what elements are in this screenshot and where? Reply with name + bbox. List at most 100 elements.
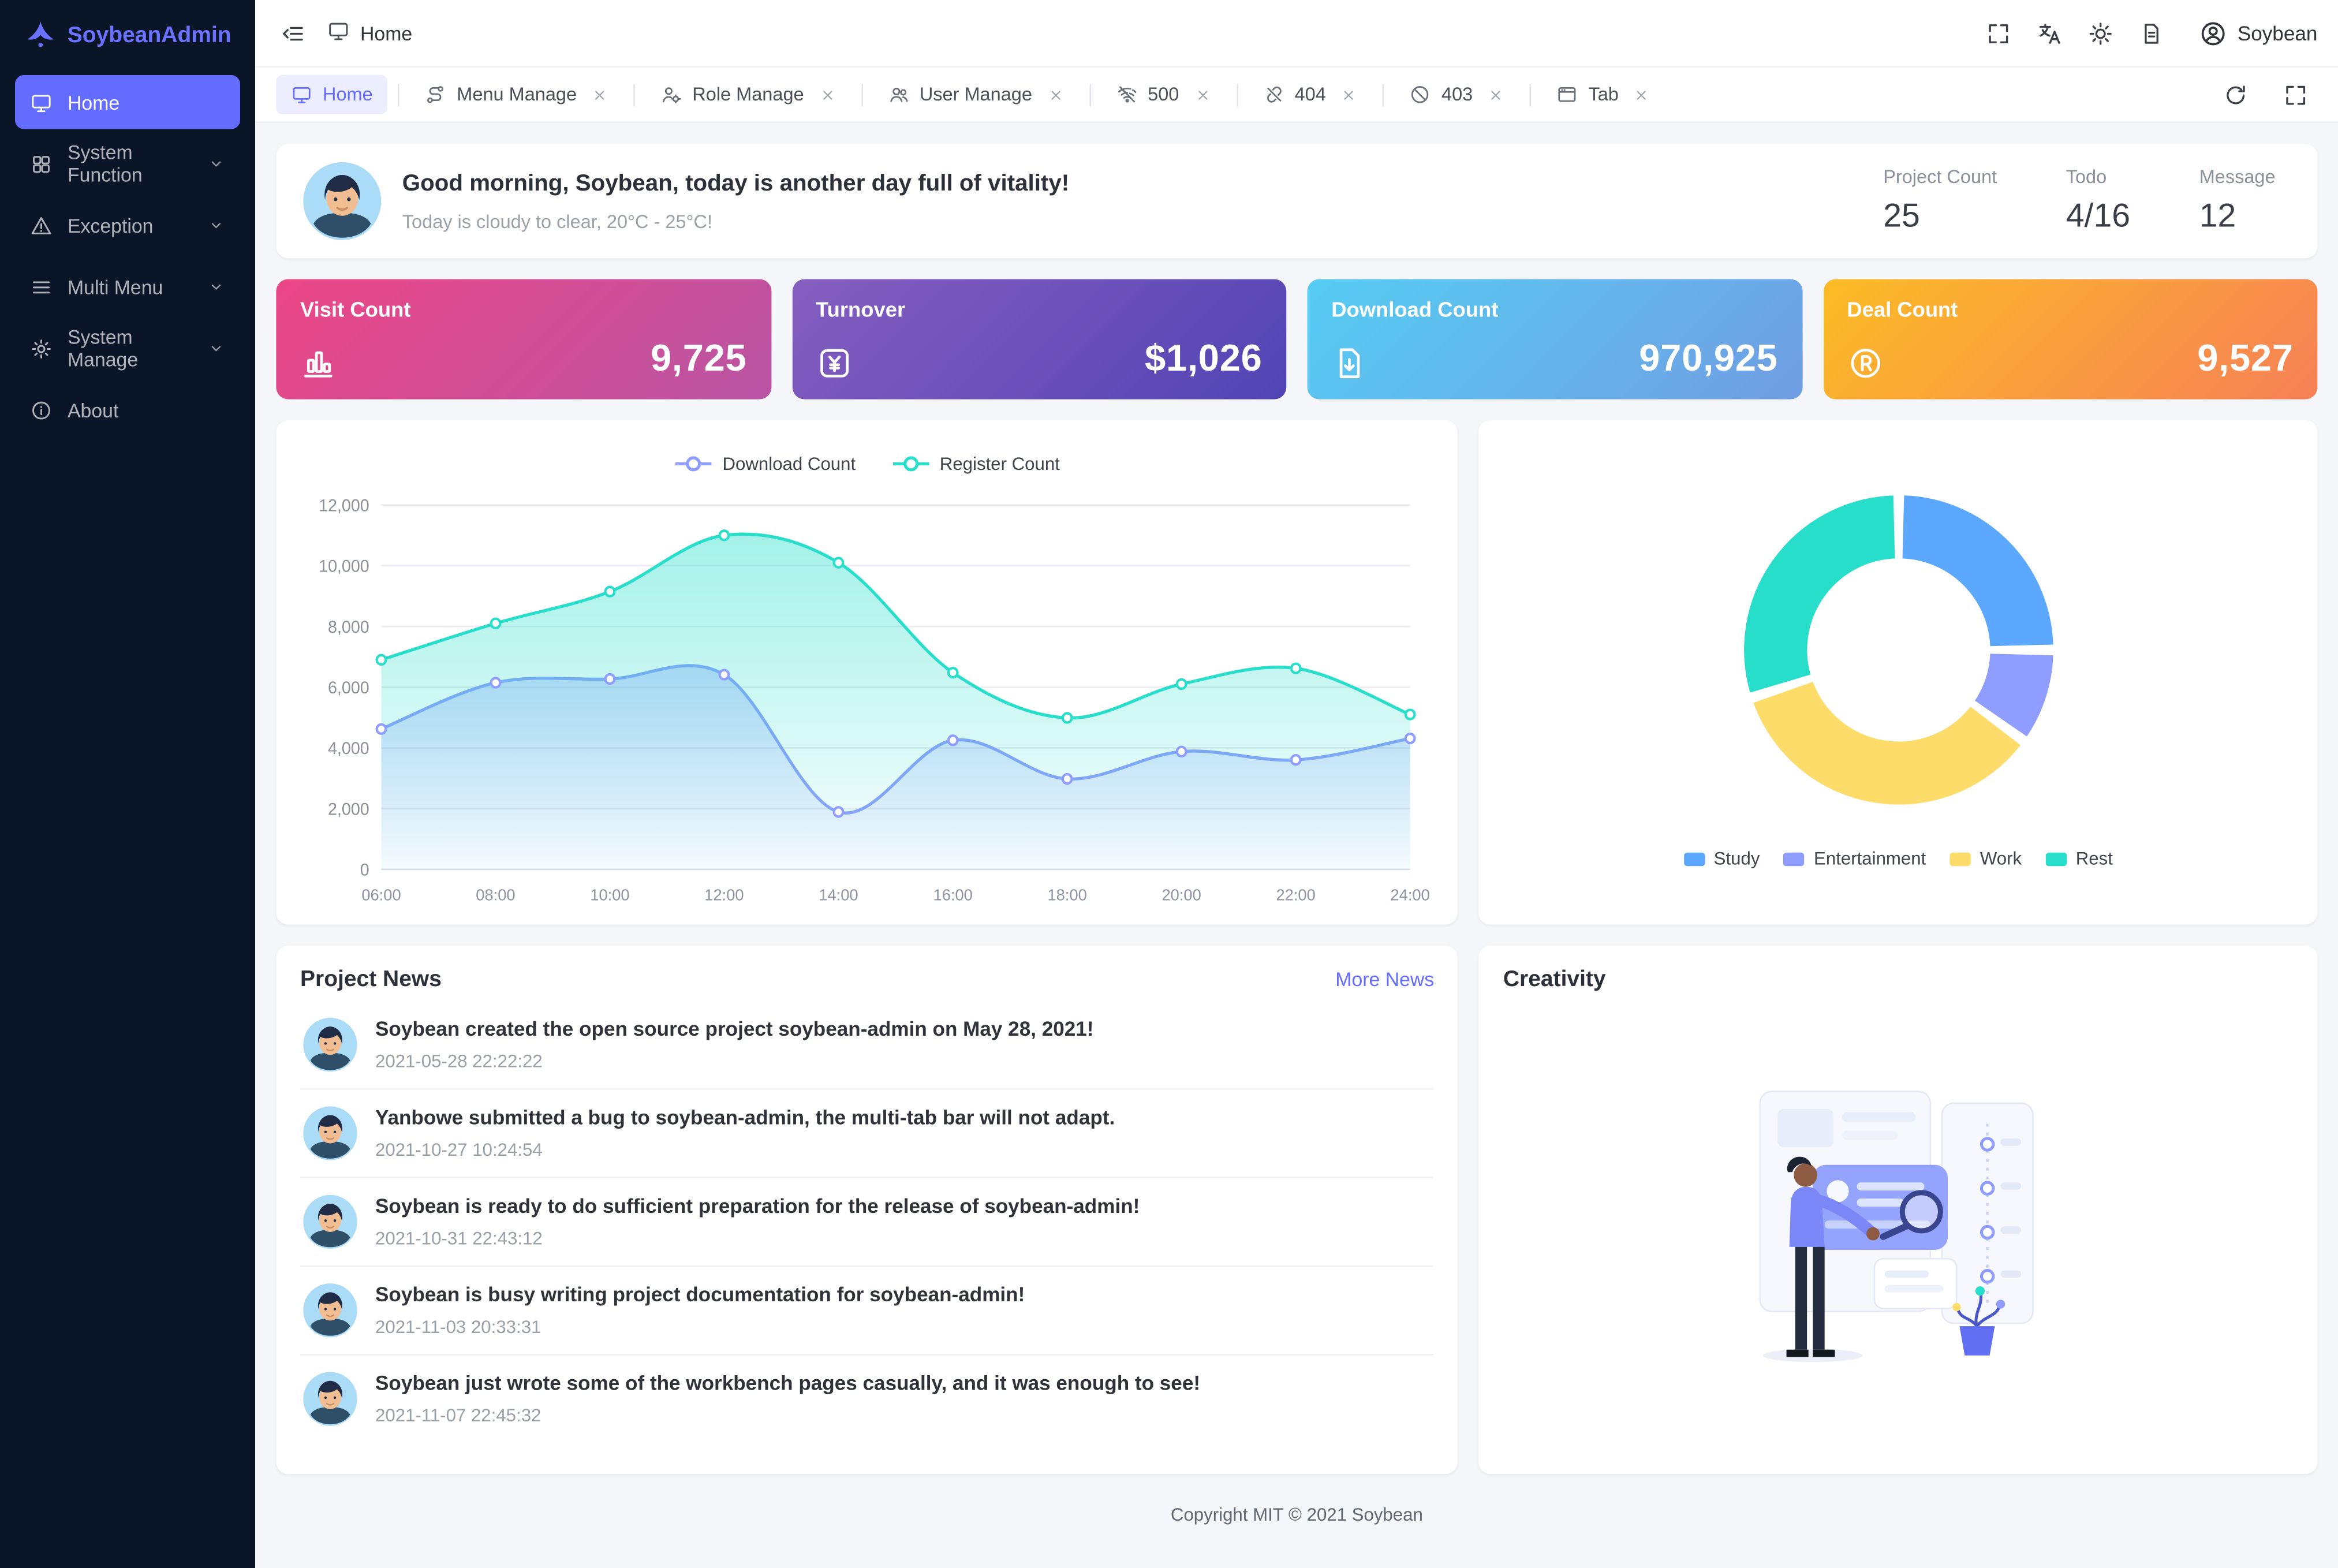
bottom-row: Project News More News Soybean created t… xyxy=(276,946,2318,1474)
refresh-icon xyxy=(2225,85,2244,104)
fullscreen-button[interactable] xyxy=(1973,8,2024,58)
svg-text:12:00: 12:00 xyxy=(704,886,744,904)
route-icon xyxy=(427,86,444,103)
logo[interactable]: SoybeanAdmin xyxy=(0,0,255,69)
sidebar-item-system-function[interactable]: System Function xyxy=(15,137,240,191)
close-icon[interactable] xyxy=(1488,87,1504,103)
sidebar-item-system-manage[interactable]: System Manage xyxy=(15,321,240,375)
tab-403[interactable]: 403 xyxy=(1395,75,1519,114)
sidebar-item-about[interactable]: About xyxy=(15,383,240,437)
stat-card-turnover: Turnover $1,026 xyxy=(791,279,1287,400)
tab-menu-manage[interactable]: Menu Manage xyxy=(410,75,623,114)
legend-swatch xyxy=(1683,852,1705,865)
header: Home Soybean xyxy=(255,0,2338,66)
legend-download-count[interactable]: Download Count xyxy=(674,453,856,475)
reload-button[interactable] xyxy=(2209,69,2260,120)
stat-card-visit-count: Visit Count 9,725 xyxy=(276,279,771,400)
tab-divider xyxy=(1236,83,1238,106)
user-circle-icon xyxy=(2201,21,2224,45)
copyright-text: Copyright MIT © 2021 Soybean xyxy=(1170,1504,1423,1525)
sidebar-item-home[interactable]: Home xyxy=(15,75,240,129)
pie-chart-legend: Study Entertainment Work Rest xyxy=(1683,848,2113,869)
close-icon[interactable] xyxy=(819,87,836,103)
legend-rest[interactable]: Rest xyxy=(2045,848,2113,869)
sidebar-item-multi-menu[interactable]: Multi Menu xyxy=(15,260,240,314)
close-icon[interactable] xyxy=(1194,87,1211,103)
stat-card-value: $1,026 xyxy=(1145,338,1263,380)
user-menu[interactable]: Soybean xyxy=(2198,19,2317,47)
pie-chart xyxy=(1741,492,2056,808)
news-item-time: 2021-11-07 22:45:32 xyxy=(375,1405,541,1426)
tab-label: Home xyxy=(323,84,373,105)
news-item-text: Soybean created the open source project … xyxy=(375,1017,1094,1040)
pie-slice-study xyxy=(1899,492,2056,649)
creativity-card-head: Creativity xyxy=(1503,964,2294,1001)
chevron-down-icon xyxy=(211,284,221,290)
close-icon[interactable] xyxy=(1047,87,1064,103)
tab-home[interactable]: Home xyxy=(276,75,388,114)
close-icon[interactable] xyxy=(1341,87,1358,103)
pie-slice-entertainment xyxy=(1970,651,2056,741)
breadcrumb[interactable]: Home xyxy=(327,20,412,47)
creativity-body xyxy=(1503,1001,2294,1456)
stat-card-value: 9,725 xyxy=(650,338,747,380)
svg-text:8,000: 8,000 xyxy=(328,618,369,637)
legend-entertainment[interactable]: Entertainment xyxy=(1784,848,1926,869)
chevron-down-icon xyxy=(211,346,221,352)
close-icon[interactable] xyxy=(592,87,608,103)
stat-card-value: 9,527 xyxy=(2197,338,2294,380)
legend-work[interactable]: Work xyxy=(1949,848,2022,869)
sidebar-item-label: System Function xyxy=(67,141,143,186)
sidebar-item-label: Multi Menu xyxy=(67,275,163,298)
header-actions xyxy=(1973,8,2178,58)
user-avatar xyxy=(303,162,381,240)
news-card-head: Project News More News xyxy=(300,964,1434,1001)
legend-register-count[interactable]: Register Count xyxy=(892,453,1060,475)
language-button[interactable] xyxy=(2025,8,2075,58)
collapse-sidebar-button[interactable] xyxy=(267,8,318,58)
svg-text:06:00: 06:00 xyxy=(361,886,401,904)
tab-bar: Home Menu Manage Role Manage User Manage… xyxy=(255,66,2338,124)
tab-404[interactable]: 404 xyxy=(1248,75,1372,114)
legend-marker-icon xyxy=(893,456,929,472)
svg-text:10:00: 10:00 xyxy=(590,886,629,904)
line-chart-legend: Download Count Register Count xyxy=(300,445,1434,484)
more-news-link[interactable]: More News xyxy=(1335,968,1435,991)
legend-study[interactable]: Study xyxy=(1683,848,1760,869)
fullscreen-content-button[interactable] xyxy=(2269,69,2320,120)
svg-text:6,000: 6,000 xyxy=(328,679,369,697)
tab-500[interactable]: 500 xyxy=(1101,75,1226,114)
chevron-down-icon xyxy=(211,223,221,229)
news-item-text: Soybean just wrote some of the workbench… xyxy=(375,1372,1201,1395)
monitor-icon xyxy=(329,23,348,40)
close-icon[interactable] xyxy=(1634,87,1650,103)
wifi-off-icon xyxy=(1117,86,1136,103)
svg-text:16:00: 16:00 xyxy=(933,886,973,904)
tab-role-manage[interactable]: Role Manage xyxy=(646,75,851,114)
news-item: Soybean created the open source project … xyxy=(300,1001,1435,1090)
tab-user-manage[interactable]: User Manage xyxy=(873,75,1078,114)
legend-swatch xyxy=(1784,852,1805,865)
breadcrumb-label: Home xyxy=(360,21,413,44)
tab-actions xyxy=(2209,69,2320,120)
svg-text:08:00: 08:00 xyxy=(476,886,515,904)
greeting-subtitle: Today is cloudy to clear, 20°C - 25°C! xyxy=(402,211,713,232)
svg-text:20:00: 20:00 xyxy=(1161,886,1201,904)
theme-config-button[interactable] xyxy=(2126,8,2177,58)
charts-row: Download Count Register Count 0 2,000 4,00… xyxy=(276,420,2318,925)
news-item: Soybean just wrote some of the workbench… xyxy=(300,1356,1434,1443)
news-item-time: 2021-11-03 20:33:31 xyxy=(375,1316,541,1338)
monitor-icon xyxy=(293,87,311,103)
news-item: Soybean is busy writing project document… xyxy=(300,1267,1435,1356)
grid-icon xyxy=(33,155,50,172)
news-title: Project News xyxy=(300,966,442,992)
pie-slice-work xyxy=(1749,678,2025,808)
tab-divider xyxy=(1383,83,1385,106)
tab-tab[interactable]: Tab xyxy=(1542,75,1665,114)
news-item-time: 2021-10-31 22:43:12 xyxy=(375,1227,543,1249)
theme-mode-button[interactable] xyxy=(2075,8,2126,58)
tab-divider xyxy=(633,83,636,106)
fullscreen-icon xyxy=(1989,23,2008,43)
creativity-illustration xyxy=(1760,1089,2034,1362)
sidebar-item-exception[interactable]: Exception xyxy=(15,198,240,252)
